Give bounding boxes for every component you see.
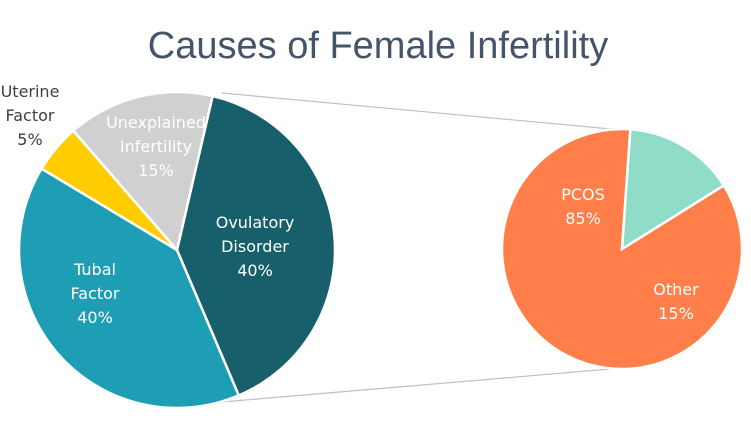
data-label-other: Other 15% (653, 280, 699, 323)
slice-category-label: Factor (6, 106, 55, 125)
slice-value-label: 85% (565, 209, 601, 228)
connector-line-top (221, 92, 623, 131)
slice-category-label: Disorder (221, 237, 289, 256)
pie-slice-other (620, 127, 726, 252)
slice-value-label: 15% (658, 304, 694, 323)
data-label-pcos: PCOS 85% (561, 185, 605, 228)
slice-value-label: 40% (77, 308, 113, 327)
connector-line-bottom (221, 367, 623, 403)
main-pie: Ovulatory Disorder 40% Tubal Factor 40% Uterin… (1, 82, 337, 410)
slice-category-label: Other (653, 280, 699, 299)
slice-category-label: Factor (71, 284, 120, 303)
data-label-ovulatory-disorder: Ovulatory Disorder 40% (216, 213, 295, 280)
data-label-uterine-factor: Uterine Factor 5% (1, 82, 60, 149)
data-label-unexplained-infertility: Unexplained Infertility 15% (106, 113, 206, 180)
pie-slice-tubal-factor (17, 166, 241, 410)
slice-value-label: 40% (237, 261, 273, 280)
slice-value-label: 15% (138, 161, 174, 180)
slice-category-label: PCOS (561, 185, 605, 204)
slice-category-label: Unexplained (106, 113, 206, 132)
slice-category-label: Tubal (73, 260, 116, 279)
slice-category-label: Uterine (1, 82, 60, 101)
data-label-tubal-factor: Tubal Factor 40% (71, 260, 120, 327)
pie-slice-ovulatory-disorder (175, 94, 337, 398)
pie-slice-unexplained-infertility (71, 90, 215, 253)
slice-category-label: Ovulatory (216, 213, 295, 232)
slice-category-label: Infertility (120, 137, 192, 156)
breakdown-pie: PCOS 85% Other 15% (500, 127, 744, 371)
slice-value-label: 5% (17, 130, 42, 149)
chart-title: Causes of Female Infertility (148, 25, 608, 67)
